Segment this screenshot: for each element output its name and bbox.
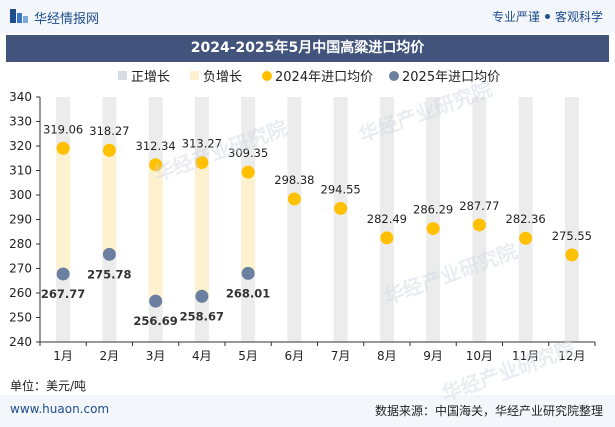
data-point-2024 [149,158,163,172]
y-tick-label: 340 [9,90,32,104]
title-bar: 2024-2025年5月中国高粱进口均价 [6,35,609,62]
y-tick-label: 300 [9,188,32,202]
legend-marker [262,71,272,81]
y-tick-label: 320 [9,139,32,153]
data-point-2024 [565,248,579,262]
data-label-2024: 309.35 [228,146,268,160]
data-label-2024: 318.27 [89,124,129,138]
data-label-2024: 275.55 [552,229,592,243]
x-tick-label: 10月 [466,349,493,363]
brand-name: 华经情报网 [34,12,100,27]
legend-swatch [190,71,199,80]
separator-dot-icon [544,14,550,19]
data-point-2025 [241,266,255,280]
category-pillar [518,97,533,342]
x-tick-label: 8月 [377,349,397,363]
category-pillar [287,97,302,342]
y-tick-label: 240 [9,335,32,349]
legend-swatch [118,71,127,80]
x-tick-label: 1月 [53,349,73,363]
tagline-left: 专业严谨 [491,10,540,24]
legend-label: 正增长 [131,70,170,85]
data-label-2024: 319.06 [43,122,83,136]
data-label-2024: 287.77 [459,199,499,213]
y-tick-label: 260 [9,286,32,300]
data-label-2025: 267.77 [41,287,85,301]
tagline: 专业严谨 客观科学 [492,8,603,25]
negative-growth-bar [148,164,163,302]
x-tick-label: 3月 [146,349,166,363]
data-source: 数据来源：中国海关，华经产业研究院整理 [374,404,603,418]
data-label-2024: 286.29 [413,203,453,217]
data-point-2024 [56,141,70,155]
negative-growth-bar [102,150,117,255]
data-label-2024: 313.27 [182,136,222,150]
bottom-bar: www.huaon.com 数据来源：中国海关，华经产业研究院整理 [0,395,615,427]
data-point-2024 [287,192,301,206]
category-pillar [564,97,579,342]
category-pillar [426,97,441,342]
y-tick-label: 270 [9,262,32,276]
data-label-2024: 282.49 [367,212,407,226]
data-point-2024 [519,231,533,245]
y-tick-label: 250 [9,311,32,325]
data-point-2024 [241,165,255,179]
top-bar: 华经情报网 专业严谨 客观科学 [0,0,615,33]
x-tick-label: 6月 [285,349,305,363]
data-point-2024 [380,231,394,245]
x-tick-label: 7月 [331,349,351,363]
data-point-2024 [472,218,486,232]
x-tick-label: 9月 [423,349,443,363]
legend-label: 负增长 [203,70,242,85]
category-pillar [379,97,394,342]
data-label-2024: 312.34 [136,139,176,153]
category-pillar [333,97,348,342]
website-link[interactable]: www.huaon.com [10,402,110,416]
chart-title: 2024-2025年5月中国高粱进口均价 [190,40,425,56]
data-point-2024 [195,155,209,169]
data-label-2025: 275.78 [87,267,131,281]
data-label-2024: 298.38 [274,173,314,187]
negative-growth-bar [56,148,71,274]
y-tick-label: 310 [9,164,32,178]
x-tick-label: 12月 [558,349,585,363]
data-label-2025: 268.01 [226,286,270,300]
data-point-2024 [102,143,116,157]
y-tick-label: 280 [9,237,32,251]
data-label-2025: 256.69 [133,314,177,328]
data-point-2025 [149,294,163,308]
data-label-2025: 258.67 [180,309,224,323]
data-point-2024 [426,222,440,236]
negative-growth-bar [241,172,256,274]
x-tick-label: 4月 [192,349,212,363]
x-tick-label: 2月 [100,349,120,363]
tagline-right: 客观科学 [554,10,603,24]
y-tick-label: 330 [9,115,32,129]
legend-label: 2025年进口均价 [402,70,500,85]
data-point-2024 [334,201,348,215]
negative-growth-bar [194,162,209,297]
data-point-2025 [195,289,209,303]
legend-label: 2024年进口均价 [275,70,373,85]
data-label-2024: 294.55 [321,182,361,196]
data-label-2024: 282.36 [506,212,546,226]
logo-icon [10,9,28,23]
data-point-2025 [56,267,70,281]
y-tick-label: 290 [9,213,32,227]
data-point-2025 [102,247,116,261]
chart: 240 250 260 270 280 290 300 310 320 330 340 1月 2月 3月 4… [9,70,596,363]
legend-marker [389,71,399,81]
x-tick-label: 11月 [512,349,539,363]
x-tick-label: 5月 [238,349,258,363]
unit-label: 单位：美元/吨 [10,379,87,393]
